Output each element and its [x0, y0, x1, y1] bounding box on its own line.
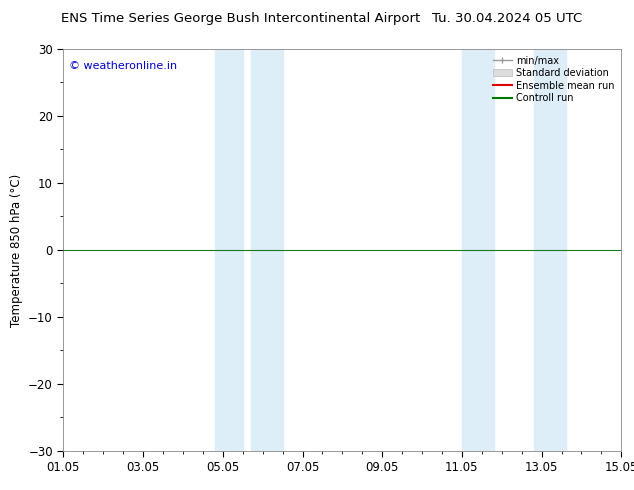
Bar [534, 49, 566, 451]
Y-axis label: Temperature 850 hPa (°C): Temperature 850 hPa (°C) [10, 173, 23, 326]
Bar [250, 49, 283, 451]
Text: ENS Time Series George Bush Intercontinental Airport: ENS Time Series George Bush Intercontine… [61, 12, 420, 25]
Bar [215, 49, 243, 451]
Text: © weatheronline.in: © weatheronline.in [69, 61, 177, 71]
Legend: min/max, Standard deviation, Ensemble mean run, Controll run: min/max, Standard deviation, Ensemble me… [491, 54, 616, 105]
Text: Tu. 30.04.2024 05 UTC: Tu. 30.04.2024 05 UTC [432, 12, 582, 25]
Bar [462, 49, 494, 451]
